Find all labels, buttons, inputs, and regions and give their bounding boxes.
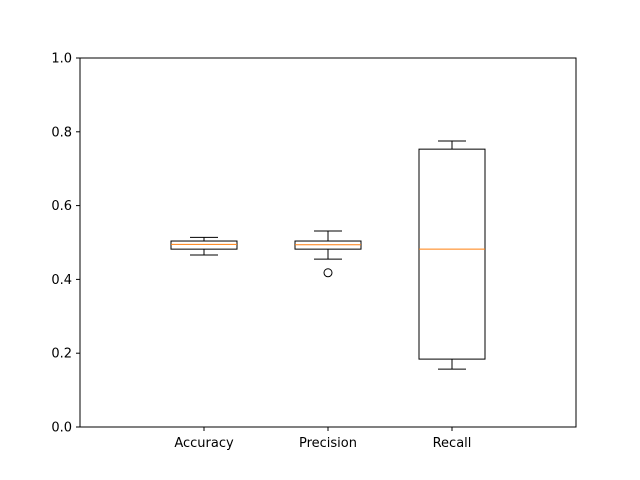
y-tick-label-2: 0.4 xyxy=(51,273,72,288)
y-tick-5: 1.0 xyxy=(51,52,80,67)
y-tick-label-4: 0.8 xyxy=(51,125,72,140)
y-tick-1: 0.2 xyxy=(51,347,80,362)
x-tick-label-precision: Precision xyxy=(299,436,357,451)
x-tick-label-accuracy: Accuracy xyxy=(174,436,234,451)
y-tick-label-5: 1.0 xyxy=(51,52,72,67)
x-axis: Accuracy Precision Recall xyxy=(174,427,471,451)
y-tick-label-3: 0.6 xyxy=(51,199,72,214)
x-tick-recall: Recall xyxy=(433,427,472,451)
x-tick-label-recall: Recall xyxy=(433,436,472,451)
x-tick-accuracy: Accuracy xyxy=(174,427,234,451)
x-tick-precision: Precision xyxy=(299,427,357,451)
box-recall xyxy=(418,140,486,370)
y-axis: 0.0 0.2 0.4 0.6 0.8 1.0 xyxy=(51,52,80,436)
y-tick-4: 0.8 xyxy=(51,125,80,140)
iqr-box-recall xyxy=(418,148,486,360)
y-tick-label-1: 0.2 xyxy=(51,347,72,362)
y-tick-0: 0.0 xyxy=(51,421,80,436)
plot-area-frame xyxy=(79,57,577,428)
box-precision xyxy=(294,230,362,278)
iqr-box-accuracy xyxy=(170,240,238,250)
y-tick-3: 0.6 xyxy=(51,199,80,214)
outlier-precision-0 xyxy=(323,268,333,278)
box-accuracy xyxy=(170,236,238,256)
boxes-layer xyxy=(170,140,486,370)
y-tick-2: 0.4 xyxy=(51,273,80,288)
y-tick-label-0: 0.0 xyxy=(51,421,72,436)
